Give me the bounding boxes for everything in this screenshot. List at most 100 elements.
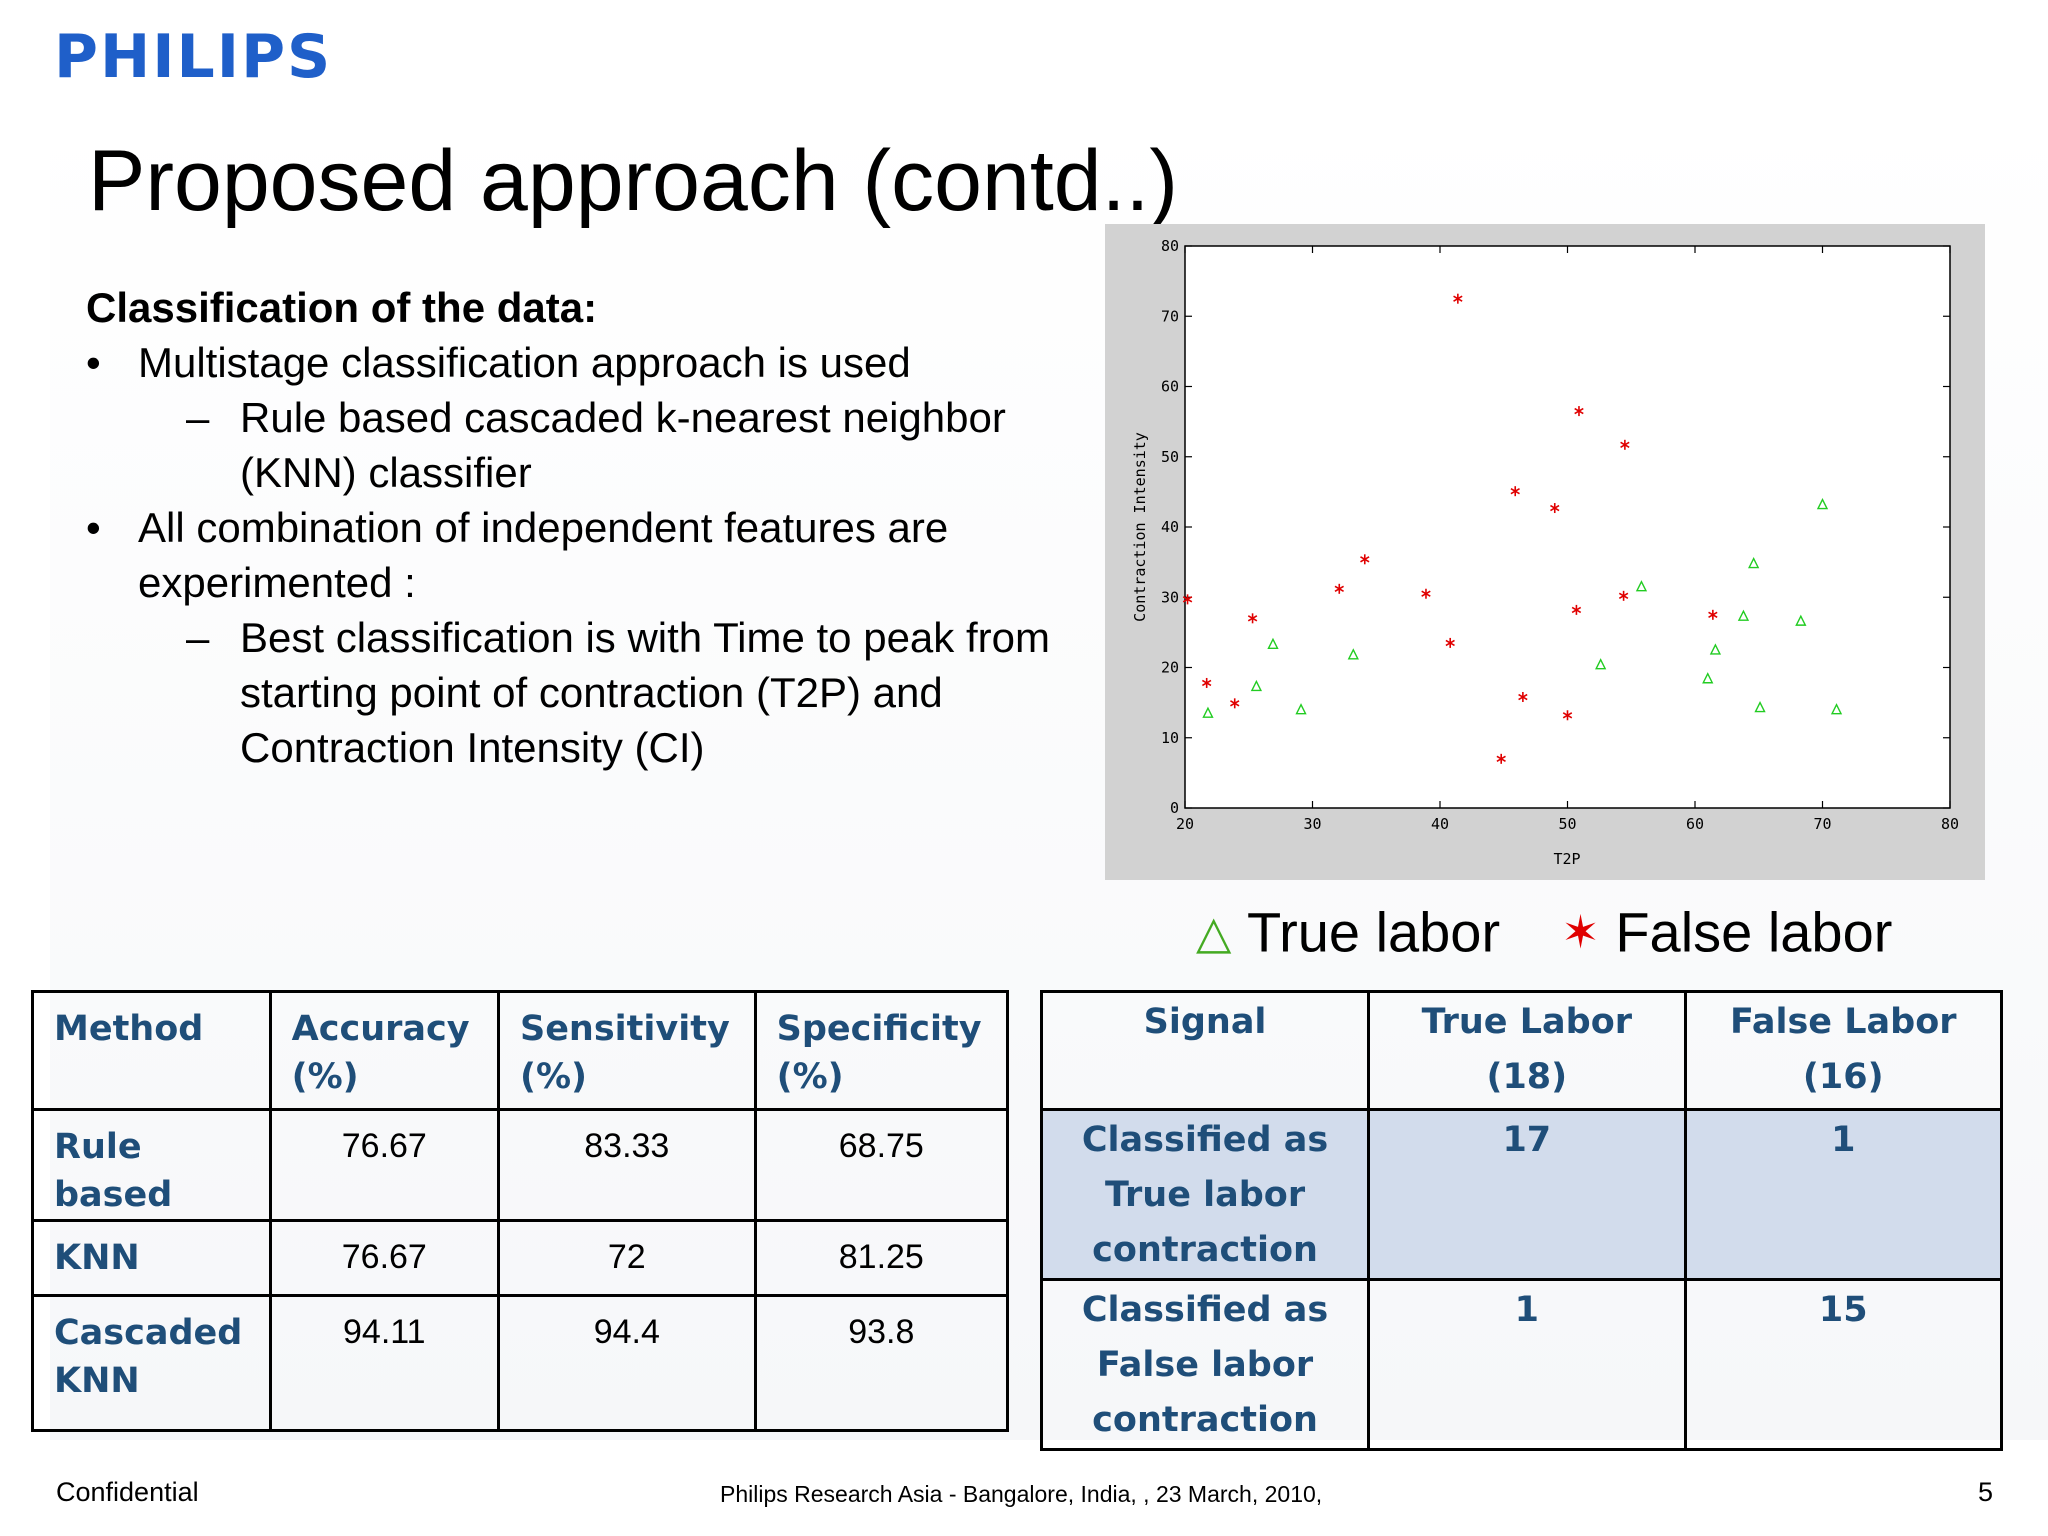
footer-info: Philips Research Asia - Bangalore, India… [720, 1481, 1323, 1507]
plot-axes-box [1184, 245, 1951, 809]
specificity-cell: 81.25 [753, 1219, 1010, 1297]
false-labor-cell: 1 [1683, 1108, 2004, 1281]
accuracy-cell: 76.67 [268, 1219, 500, 1297]
scatter-plot: 20 30 40 50 60 70 80 0 10 20 30 40 50 60 70 80 T2P Cont… [1105, 224, 1985, 880]
y-tick-label: 60 [1161, 378, 1179, 396]
table-header-row: Method Accuracy (%) Sensitivity (%) Spec… [31, 990, 1010, 1111]
section-heading: Classification of the data: [86, 284, 598, 331]
page-number: 5 [1978, 1477, 1994, 1507]
sensitivity-cell: 83.33 [496, 1108, 757, 1222]
plot-legend: △ True labor ✶ False labor [1196, 895, 1892, 965]
y-axis-label: Contraction Intensity [1131, 432, 1149, 622]
table-row: Classified as True labor contraction 17 … [1039, 1108, 2004, 1281]
dash-mark: – [186, 394, 210, 441]
bullet-mark: • [86, 504, 101, 551]
sub-bullet-item: – Rule based cascaded k-nearest neighbor… [86, 390, 1076, 500]
legend-false-label: False labor [1615, 900, 1893, 964]
false-labor-point [1182, 594, 1193, 605]
false-labor-point [1201, 677, 1212, 688]
true-labor-point [1635, 580, 1648, 592]
x-axis-label: T2P [1553, 850, 1580, 868]
false-labor-point [1360, 554, 1370, 565]
false-labor-point [1518, 692, 1528, 703]
true-labor-point [1267, 637, 1279, 650]
bullet-item: • Multistage classification approach is … [86, 335, 1076, 390]
false-labor-point [1562, 710, 1573, 721]
header-cell: Specificity (%) [753, 990, 1010, 1111]
sub-bullet-item: – Best classification is with Time to pe… [86, 610, 1076, 775]
table-row: KNN 76.67 72 81.25 [31, 1219, 1010, 1297]
scatter-plot-figure: 20 30 40 50 60 70 80 0 10 20 30 40 50 60 70 80 T2P Cont… [1105, 224, 1985, 880]
y-tick-label: 80 [1161, 237, 1179, 255]
specificity-cell: 93.8 [753, 1294, 1010, 1432]
x-tick-label: 80 [1941, 815, 1959, 833]
false-labor-point [1453, 293, 1463, 304]
y-tick-label: 10 [1161, 729, 1179, 747]
true-labor-point [1295, 703, 1307, 715]
true-labor-point [1748, 556, 1760, 569]
accuracy-cell: 94.11 [268, 1294, 500, 1432]
true-labor-point [1347, 648, 1359, 660]
false-labor-point [1620, 439, 1630, 450]
table-row: Rule based 76.67 83.33 68.75 [31, 1108, 1010, 1222]
y-tick-label: 40 [1161, 518, 1179, 536]
x-tick-label: 70 [1813, 815, 1831, 833]
x-tick-label: 30 [1303, 815, 1321, 833]
true-labor-cell: 17 [1367, 1108, 1687, 1281]
y-tick-label: 20 [1161, 659, 1179, 677]
method-cell: Rule based [31, 1108, 272, 1222]
true-labor-point [1830, 703, 1843, 715]
accuracy-cell: 76.67 [268, 1108, 500, 1222]
y-tick-label: 30 [1161, 588, 1179, 606]
asterisk-icon: ✶ [1561, 906, 1600, 959]
true-labor-point [1795, 614, 1807, 626]
y-tick-label: 0 [1170, 799, 1179, 817]
x-tick-label: 20 [1176, 815, 1194, 833]
specificity-cell: 68.75 [753, 1108, 1010, 1222]
y-tick-label: 50 [1161, 448, 1179, 466]
header-cell: Method [31, 990, 272, 1111]
sub-bullet-text: Best classification is with Time to peak… [240, 614, 1050, 771]
table-header-row: Signal True Labor (18) False Labor (16) [1039, 990, 2004, 1111]
true-labor-point [1702, 672, 1714, 684]
sub-bullet-text: Rule based cascaded k-nearest neighbor (… [240, 394, 1006, 496]
x-tick-label: 50 [1558, 815, 1576, 833]
true-labor-point [1595, 658, 1607, 670]
dash-mark: – [186, 614, 210, 661]
slide-title: Proposed approach (contd..) [88, 133, 1178, 229]
table-row: Cascaded KNN 94.11 94.4 93.8 [31, 1294, 1010, 1432]
true-labor-point [1737, 609, 1750, 621]
y-tick-label: 70 [1161, 307, 1179, 325]
false-labor-point [1510, 486, 1520, 497]
true-labor-point [1816, 497, 1829, 510]
bullet-text: All combination of independent features … [138, 504, 949, 606]
false-labor-point [1445, 637, 1455, 648]
legend-true-label: True labor [1246, 900, 1501, 964]
false-labor-point [1247, 613, 1258, 624]
bullet-item: • All combination of independent feature… [86, 500, 1076, 610]
bullet-mark: • [86, 339, 101, 386]
true-labor-point [1754, 700, 1766, 713]
signal-cell: Classified as True labor contraction [1039, 1108, 1371, 1281]
philips-logo: PHILIPS [54, 22, 333, 92]
table-row: Classified as False labor contraction 1 … [1039, 1278, 2004, 1451]
header-cell: True Labor (18) [1367, 990, 1687, 1111]
false-labor-point [1618, 590, 1629, 601]
true-labor-point [1250, 679, 1263, 692]
bullet-text: Multistage classification approach is us… [138, 339, 911, 386]
results-table: Method Accuracy (%) Sensitivity (%) Spec… [31, 990, 1010, 1432]
header-cell: False Labor (16) [1683, 990, 2004, 1111]
slide-body: Classification of the data: • Multistage… [86, 280, 1076, 775]
header-cell: Signal [1039, 990, 1371, 1111]
false-labor-point [1571, 604, 1582, 615]
false-labor-cell: 15 [1683, 1278, 2004, 1451]
x-tick-label: 40 [1431, 815, 1449, 833]
true-labor-cell: 1 [1367, 1278, 1687, 1451]
signal-cell: Classified as False labor contraction [1039, 1278, 1371, 1451]
false-labor-point [1708, 609, 1718, 620]
sensitivity-cell: 72 [496, 1219, 757, 1297]
true-labor-point [1202, 706, 1214, 718]
sensitivity-cell: 94.4 [496, 1294, 757, 1432]
false-labor-point [1230, 698, 1240, 709]
method-cell: KNN [31, 1219, 272, 1297]
